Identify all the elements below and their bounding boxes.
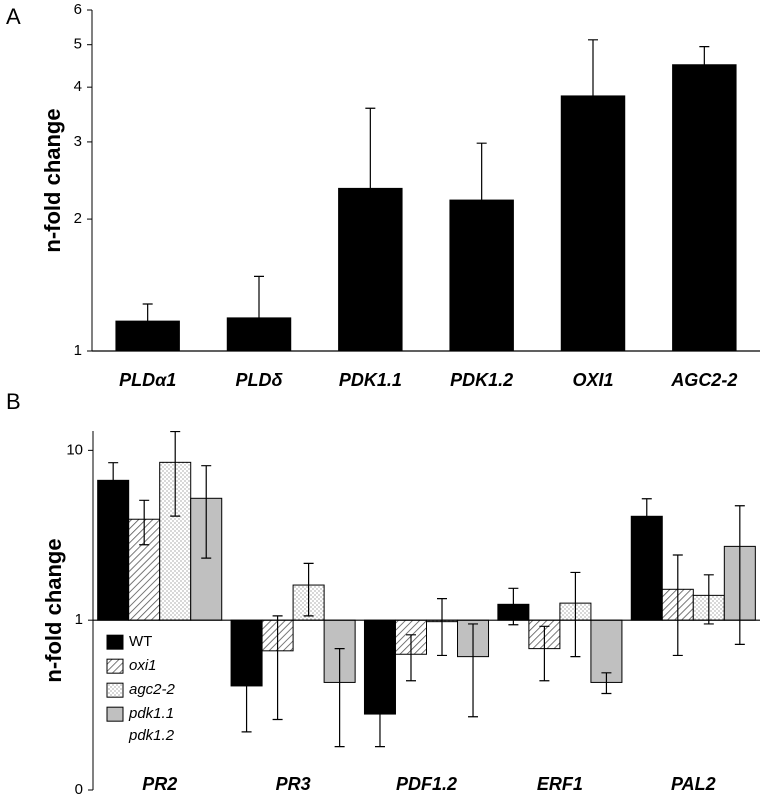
legend-swatch (106, 706, 124, 722)
y-tick-label: 0 (75, 781, 83, 798)
error-bar (734, 505, 745, 646)
bar (338, 187, 403, 352)
legend-label: agc2-2 (129, 681, 176, 698)
error-bar (142, 303, 153, 322)
error-bar (405, 634, 416, 682)
y-tick-label: 1 (75, 611, 83, 628)
x-tick-label: PR3 (276, 774, 311, 794)
legend-label: oxi1 (129, 657, 157, 674)
x-tick-label: PDK1.1 (339, 370, 402, 390)
x-tick-label: PDF1.2 (396, 774, 457, 794)
legend-label: WT (129, 633, 152, 650)
y-tick-label: 1 (74, 342, 82, 359)
panel-label: B (6, 389, 21, 414)
legend-label-line: agc2-2 (129, 681, 176, 698)
error-bars (108, 430, 745, 748)
error-bar (334, 648, 345, 748)
bar (226, 317, 292, 352)
bars (97, 461, 756, 715)
error-bar (303, 562, 314, 617)
legend-label-line: WT (129, 633, 152, 650)
error-bar (241, 657, 252, 733)
error-bars (142, 39, 710, 322)
error-bar (272, 615, 283, 721)
bars (115, 64, 737, 352)
error-bar (139, 499, 150, 546)
legend-swatch (106, 658, 124, 674)
error-bar (476, 142, 487, 201)
x-tick-label: AGC2-2 (670, 370, 737, 390)
panel-label: A (6, 4, 21, 29)
legend-label: pdk1.1 pdk1.2 (128, 705, 175, 744)
y-axis-title: n-fold change (41, 538, 66, 682)
error-bar (601, 672, 612, 695)
legend-swatch (106, 634, 124, 650)
x-tick-label: OXI1 (572, 370, 613, 390)
error-bar (170, 430, 181, 517)
y-tick-label: 2 (74, 210, 82, 227)
y-tick-label: 3 (74, 133, 82, 150)
error-bar (201, 465, 212, 559)
error-bar (437, 597, 448, 657)
y-tick-label: 4 (74, 78, 82, 95)
error-bar (588, 39, 598, 96)
legend-label-line: pdk1.1 (128, 705, 174, 722)
error-bar (703, 574, 714, 625)
error-bar (539, 625, 550, 682)
x-tick-label: ERF1 (537, 774, 583, 794)
y-tick-label: 5 (74, 36, 82, 53)
error-bar (570, 571, 581, 658)
x-tick-label: PDK1.2 (450, 370, 513, 390)
x-tick-label: PLDα1 (119, 370, 176, 390)
legend-swatch (106, 682, 124, 698)
bar (115, 320, 180, 352)
x-tick-label: PAL2 (671, 774, 716, 794)
y-axis-title: n-fold change (40, 108, 65, 252)
bar (672, 64, 737, 352)
error-bar (108, 462, 119, 505)
error-bar (254, 275, 264, 318)
x-tick-label: PR2 (142, 774, 177, 794)
y-tick-label: 10 (66, 441, 83, 458)
error-bar (374, 690, 385, 748)
error-bar (365, 107, 376, 189)
x-tick-label: PLDδ (236, 370, 284, 390)
error-bar (508, 587, 519, 626)
legend-label-line: pdk1.2 (128, 727, 175, 744)
error-bar (672, 554, 683, 657)
y-tick-label: 6 (74, 1, 82, 18)
error-bar (468, 623, 479, 718)
legend-label-line: oxi1 (129, 657, 157, 674)
bar (560, 95, 626, 352)
error-bar (641, 498, 652, 540)
bar (449, 199, 514, 352)
error-bar (699, 46, 710, 65)
